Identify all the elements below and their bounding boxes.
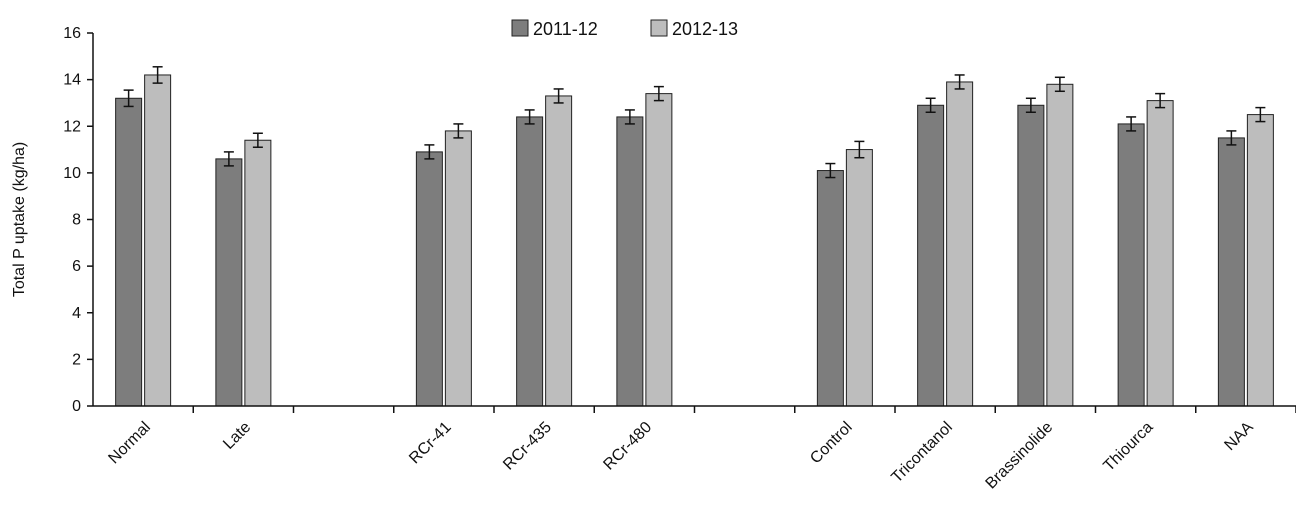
x-axis: Normal Late RCr-41 RCr-435 RCr-480 Control Tri… (93, 405, 1296, 493)
bar-late-2012-13 (244, 139, 272, 407)
bar-late-2011-12 (215, 158, 243, 407)
bar-thiourca-2012-13 (1146, 100, 1174, 407)
bar-rcr-480-2011-12 (616, 116, 644, 407)
y-tick-label: 8 (72, 212, 81, 229)
bar-control-2012-13 (845, 149, 873, 407)
bar-rcr-435-2012-13 (545, 95, 573, 407)
x-tick-label: Thiourca (1100, 419, 1156, 475)
y-tick-label: 10 (63, 165, 81, 182)
x-tick-label: RCr-41 (406, 419, 455, 468)
x-tick-label: RCr-435 (500, 419, 555, 474)
x-tick-label: Brassinolide (983, 419, 1057, 493)
x-tick-label: Late (220, 419, 254, 453)
bar-tricontanol-2011-12 (917, 104, 945, 407)
bar-normal-2012-13 (144, 74, 172, 407)
y-tick-label: 0 (72, 398, 81, 415)
bar-rcr-480-2012-13 (645, 93, 673, 407)
y-axis-title: Total P uptake (kg/ha) (11, 142, 28, 297)
legend-label: 2012-13 (672, 19, 738, 39)
bar-brassinolide-2011-12 (1017, 104, 1045, 407)
legend-label: 2011-12 (533, 19, 598, 39)
bar-normal-2011-12 (115, 97, 143, 407)
x-tick-label: Control (807, 419, 855, 467)
y-tick-label: 16 (63, 25, 81, 42)
y-tick-label: 4 (72, 305, 81, 322)
bar-brassinolide-2012-13 (1046, 83, 1074, 407)
bar-rcr-41-2012-13 (444, 130, 472, 407)
legend-swatch-2012-13 (650, 19, 668, 37)
bar-rcr-41-2011-12 (415, 151, 443, 407)
legend-swatch-2011-12 (511, 19, 529, 37)
legend: 2011-12 2012-13 (511, 19, 738, 39)
y-tick-label: 6 (72, 258, 81, 275)
bar-rcr-435-2011-12 (516, 116, 544, 407)
bar-naa-2011-12 (1217, 137, 1245, 407)
bars (115, 66, 1274, 407)
y-axis: 0 2 4 6 8 10 12 14 16 (63, 25, 94, 415)
bar-control-2011-12 (816, 170, 844, 407)
y-tick-label: 12 (63, 118, 81, 135)
bar-naa-2012-13 (1246, 114, 1274, 407)
bar-tricontanol-2012-13 (946, 81, 974, 407)
x-tick-label: Tricontanol (888, 419, 956, 487)
y-tick-label: 14 (63, 72, 81, 89)
bar-thiourca-2011-12 (1117, 123, 1145, 407)
y-tick-label: 2 (72, 351, 81, 368)
x-tick-label: RCr-480 (600, 419, 655, 474)
x-tick-label: NAA (1221, 419, 1257, 455)
x-tick-label: Normal (105, 419, 153, 467)
